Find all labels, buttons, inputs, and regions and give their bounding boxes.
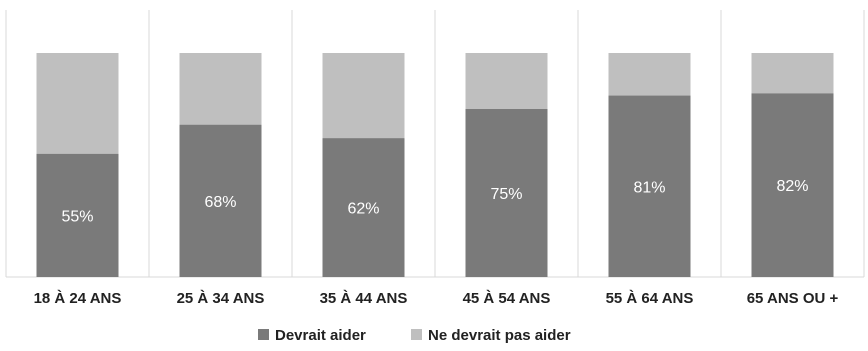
category-label-25-a-34-ans: 25 À 34 ANS — [177, 290, 265, 307]
data-label-18-a-24-ans: 55% — [61, 208, 93, 225]
bar-ne-devrait-pas-aider-45-a-54-ans — [465, 53, 548, 109]
data-label-35-a-44-ans: 62% — [347, 201, 379, 218]
data-label-45-a-54-ans: 75% — [490, 186, 522, 203]
legend-label-ne-devrait-pas-aider: Ne devrait pas aider — [428, 327, 571, 344]
legend: Devrait aider Ne devrait pas aider — [258, 327, 571, 344]
bar-ne-devrait-pas-aider-55-a-64-ans — [608, 53, 691, 96]
bar-devrait-aider-65-ans-ou — [751, 93, 834, 277]
bar-ne-devrait-pas-aider-18-a-24-ans — [36, 53, 119, 154]
category-separators — [5, 10, 865, 277]
data-label-55-a-64-ans: 81% — [633, 179, 665, 196]
legend-swatch-ne-devrait-pas-aider — [411, 329, 422, 340]
bar-devrait-aider-25-a-34-ans — [179, 124, 262, 278]
data-labels-group: 55% 68% 62% 75% 81% 82% — [61, 178, 808, 225]
bar-ne-devrait-pas-aider-25-a-34-ans — [179, 53, 262, 125]
bar-devrait-aider-18-a-24-ans — [36, 153, 119, 277]
bars-group — [36, 53, 834, 278]
category-label-18-a-24-ans: 18 À 24 ANS — [34, 290, 122, 307]
category-label-35-a-44-ans: 35 À 44 ANS — [320, 290, 408, 307]
bar-devrait-aider-35-a-44-ans — [322, 138, 405, 277]
category-label-45-a-54-ans: 45 À 54 ANS — [463, 290, 551, 307]
category-labels-group: 18 À 24 ANS 25 À 34 ANS 35 À 44 ANS 45 À 54… — [34, 290, 839, 307]
legend-label-devrait-aider: Devrait aider — [275, 327, 366, 344]
legend-swatch-devrait-aider — [258, 329, 269, 340]
bar-devrait-aider-55-a-64-ans — [608, 95, 691, 277]
data-label-65-ans-ou: 82% — [776, 178, 808, 195]
bar-devrait-aider-45-a-54-ans — [465, 109, 548, 277]
bar-ne-devrait-pas-aider-35-a-44-ans — [322, 53, 405, 139]
category-label-55-a-64-ans: 55 À 64 ANS — [606, 290, 694, 307]
category-label-65-ans-ou: 65 ANS OU + — [747, 290, 839, 307]
data-label-25-a-34-ans: 68% — [204, 194, 236, 211]
bar-ne-devrait-pas-aider-65-ans-ou — [751, 53, 834, 94]
